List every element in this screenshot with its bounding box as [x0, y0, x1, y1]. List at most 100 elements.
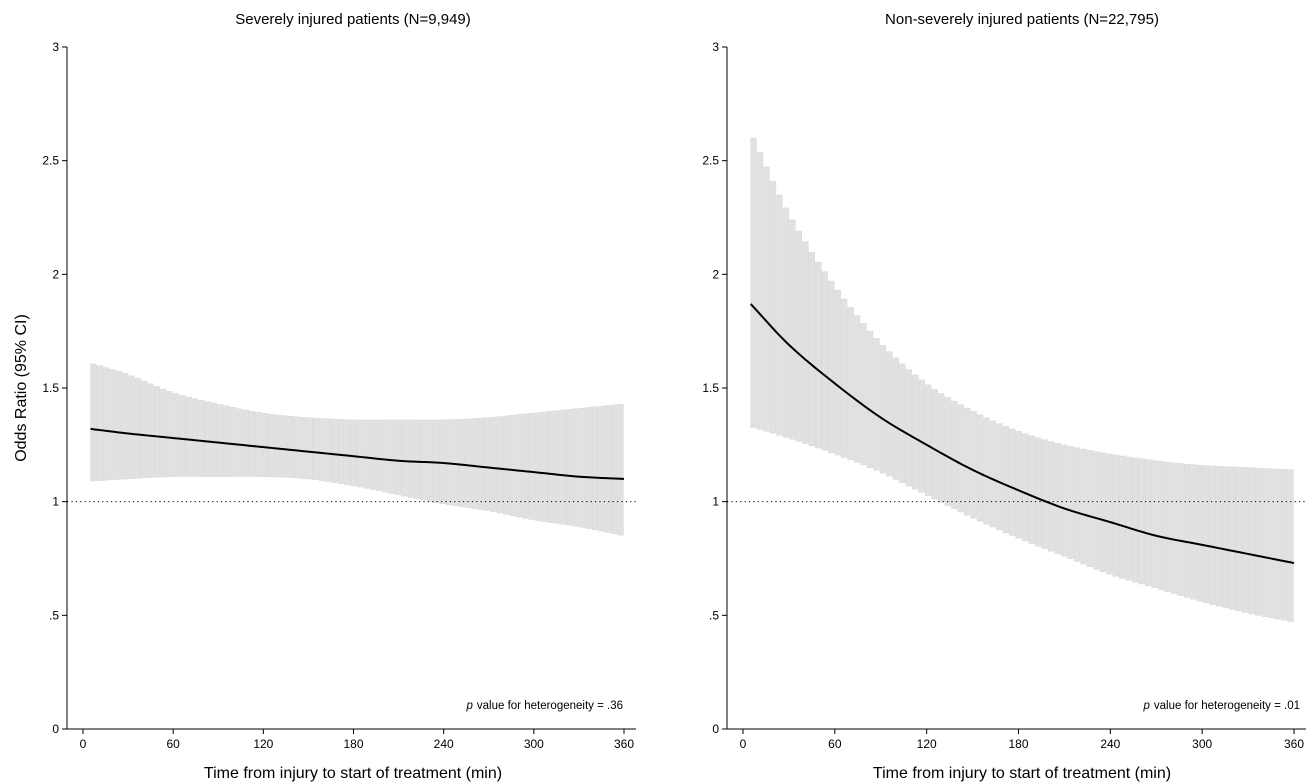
ci-bar [1287, 469, 1294, 622]
y-tick-label: 1 [52, 495, 59, 509]
y-tick-label: 0 [52, 722, 59, 736]
ci-bar [509, 415, 516, 516]
ci-bar [426, 419, 434, 502]
ci-bar [560, 409, 567, 525]
ci-bar [1125, 456, 1132, 581]
ci-bar [808, 251, 815, 446]
ci-bar [191, 398, 199, 477]
ci-bar [382, 419, 389, 493]
ci-bar [1106, 453, 1113, 575]
ci-bar [905, 369, 912, 487]
ci-bar [490, 416, 497, 512]
ci-bar [996, 423, 1003, 531]
x-tick-label: 180 [1008, 737, 1028, 751]
ci-bar [579, 407, 586, 528]
y-tick-label: 2.5 [702, 154, 719, 168]
x-tick-label: 0 [740, 737, 747, 751]
odds-ratio-line [90, 427, 625, 480]
ci-bar [828, 280, 835, 453]
x-tick-label: 240 [434, 737, 454, 751]
ci-bar [376, 419, 383, 492]
y-tick-label: 1.5 [702, 381, 719, 395]
ci-bar [963, 407, 971, 516]
ci-bar [465, 418, 472, 508]
ci-bar [1138, 458, 1145, 585]
ci-bar [886, 351, 893, 477]
p-symbol: p [1143, 700, 1151, 712]
x-axis-label: Time from injury to start of treatment (… [204, 765, 502, 782]
ci-bar [1222, 466, 1229, 609]
ci-bar [1022, 433, 1029, 542]
ci-bar [522, 413, 529, 519]
ci-bar [1164, 461, 1171, 592]
ci-bar [1080, 448, 1087, 565]
ci-bar [1280, 469, 1288, 621]
axes: 0 .5 1 1.5 2 2.5 3 0 60 120 180 240 300 360 [702, 40, 1306, 751]
ci-bar [134, 378, 141, 479]
heterogeneity-text: value for heterogeneity = .36 [477, 700, 623, 712]
ci-bar [325, 418, 332, 482]
heterogeneity-text: value for heterogeneity = .01 [1154, 700, 1300, 712]
ci-bar [853, 315, 861, 463]
x-tick-label: 300 [524, 737, 544, 751]
ci-bar [115, 371, 122, 480]
ci-bar [1132, 457, 1139, 583]
ci-bar [592, 406, 599, 531]
ci-bar [236, 408, 243, 477]
confidence-band [750, 137, 1294, 622]
ci-bar [1254, 467, 1262, 616]
ci-bar [976, 414, 984, 522]
panel-non-severely-injured: 0 .5 1 1.5 2 2.5 3 0 60 120 180 240 300 360 Non-sever… [702, 11, 1306, 782]
ci-bar [541, 411, 548, 522]
x-tick-label: 300 [1192, 737, 1212, 751]
ci-bar [160, 388, 167, 478]
ci-bar [1035, 437, 1042, 547]
confidence-band [90, 363, 624, 536]
ci-bar [280, 415, 287, 478]
ci-bar [1041, 439, 1048, 549]
ci-bar [789, 219, 796, 440]
estimate-line [90, 427, 625, 480]
ci-bar [815, 261, 822, 449]
ci-bar [892, 357, 900, 480]
ci-bar [147, 383, 154, 478]
ci-bar [395, 419, 402, 496]
panel-title: Non-severely injured patients (N=22,795) [885, 11, 1159, 28]
ci-bar [223, 405, 230, 477]
y-axis-label: Odds Ratio (95% CI) [13, 314, 30, 462]
ci-bar [166, 391, 173, 477]
ci-bar [1073, 447, 1081, 562]
ci-bar [866, 330, 874, 468]
y-tick-label: 2 [52, 267, 59, 281]
ci-bar [496, 416, 503, 514]
ci-bar [841, 298, 848, 458]
ci-bar [950, 400, 958, 509]
ci-bar [585, 407, 592, 529]
ci-bar [572, 408, 580, 527]
ci-bar [401, 419, 408, 497]
ci-bar [925, 384, 932, 496]
ci-bar [420, 419, 427, 501]
ci-bar [1183, 463, 1191, 598]
ci-bar [1190, 464, 1197, 600]
ci-bar [414, 419, 421, 499]
ci-bar [1086, 450, 1094, 567]
ci-bar [1009, 428, 1016, 536]
ci-bar [1177, 463, 1184, 596]
ci-bar [287, 415, 294, 478]
ci-bar [756, 152, 764, 430]
ci-bar [1099, 452, 1107, 573]
y-tick-label: .5 [49, 608, 59, 622]
ci-bar [938, 393, 945, 503]
ci-bar [363, 419, 370, 489]
ci-bar [547, 411, 554, 523]
x-tick-label: 60 [166, 737, 180, 751]
ci-bar [293, 416, 300, 479]
ci-bar [306, 417, 313, 480]
ci-bar [1248, 467, 1255, 615]
ci-bar [204, 401, 211, 477]
ci-bar [261, 413, 268, 477]
ci-bar [821, 271, 828, 451]
ci-bar [912, 374, 919, 490]
ci-bar [350, 419, 357, 487]
